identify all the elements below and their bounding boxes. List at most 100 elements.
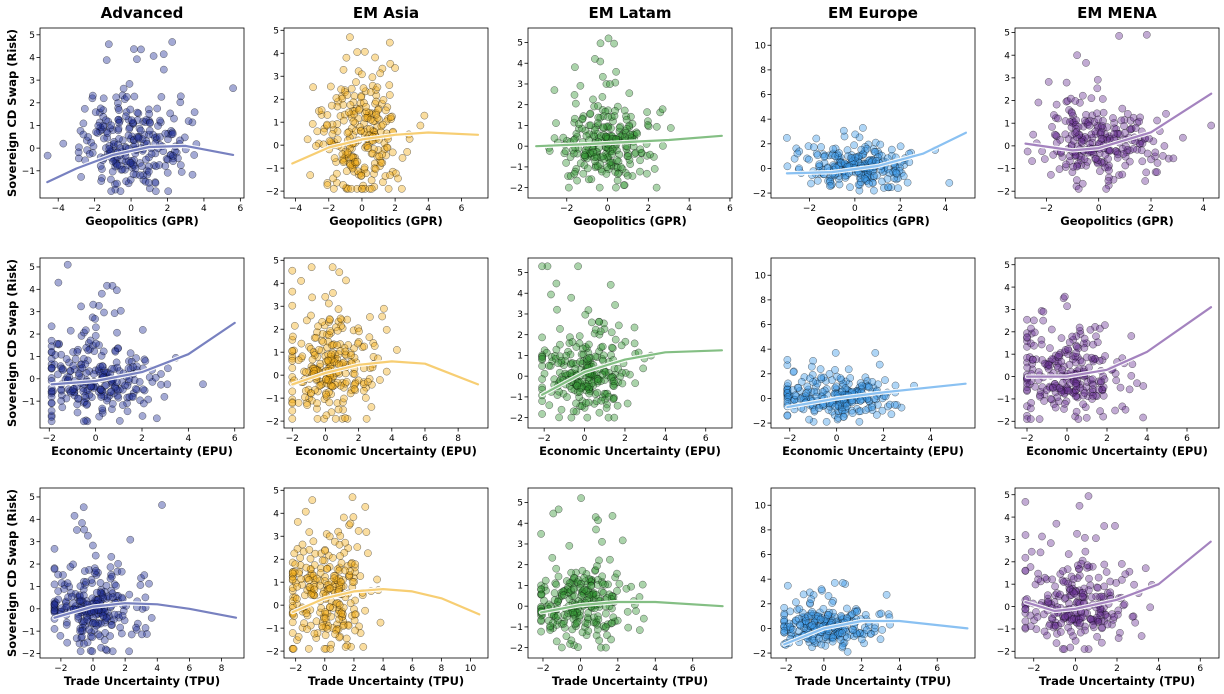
scatter-point — [163, 380, 172, 389]
scatter-point — [582, 344, 591, 353]
scatter-point — [1064, 550, 1073, 558]
scatter-point — [133, 108, 142, 117]
scatter-point — [555, 413, 563, 422]
x-tick-label: 0 — [578, 664, 584, 674]
scatter-point — [564, 172, 572, 180]
y-tick-label: −2 — [510, 414, 523, 424]
scatter-point — [1062, 78, 1071, 87]
scatter-point — [362, 528, 371, 536]
scatter-point — [1068, 109, 1076, 118]
scatter-point — [129, 363, 137, 371]
scatter-point — [330, 154, 339, 162]
scatter-point — [622, 115, 631, 124]
scatter-point — [360, 98, 368, 107]
scatter-point — [1098, 623, 1107, 632]
y-tick-label: 2 — [29, 560, 35, 570]
scatter-point — [73, 526, 81, 534]
scatter-point — [1110, 613, 1118, 621]
scatter-point — [308, 355, 317, 364]
scatter-point — [1110, 119, 1118, 127]
scatter-point — [180, 133, 189, 142]
x-tick-label: 4 — [201, 204, 207, 214]
scatter-point — [1078, 91, 1087, 100]
scatter-point — [599, 580, 607, 588]
scatter-point — [1039, 316, 1048, 325]
scatter-point — [311, 549, 320, 558]
scatter-point — [110, 309, 119, 318]
scatter-point — [582, 399, 590, 407]
scatter-point — [126, 105, 135, 114]
y-tick-label: −2 — [510, 184, 523, 194]
scatter-point — [327, 350, 335, 359]
scatter-point — [554, 359, 563, 368]
y-tick-label: 3 — [273, 72, 279, 82]
scatter-point — [1044, 597, 1052, 606]
scatter-point — [91, 108, 100, 117]
scatter-point — [118, 378, 127, 387]
scatter-point — [591, 163, 600, 172]
scatter-point — [807, 362, 816, 371]
scatter-point — [359, 643, 368, 651]
scatter-point — [570, 118, 579, 127]
panel-2-3: −2 0 2 4 6 −2 0 2 4 6 8 10 Trade Uncertainty (TPU) — [753, 487, 976, 688]
scatter-point — [379, 178, 387, 187]
panel-1-1: −2 0 2 4 6 8 −2 −1 0 1 2 3 4 5 Economic Uncertainty (E… — [266, 256, 489, 458]
scatter-point — [590, 153, 599, 162]
scatter-point — [94, 121, 103, 130]
scatter-point — [598, 152, 607, 161]
scatter-point — [834, 151, 843, 160]
scatter-point — [1164, 154, 1173, 163]
y-tick-label: 1 — [29, 353, 35, 363]
panel-1-2: −2 0 2 4 6 −2 −1 0 1 2 3 4 5 Economic Uncertainty (EP… — [510, 257, 733, 458]
scatter-point — [50, 544, 59, 553]
x-tick-label: 6 — [690, 664, 696, 674]
scatter-point — [1052, 100, 1061, 109]
scatter-point — [129, 170, 138, 179]
scatter-points — [1023, 30, 1216, 193]
scatter-point — [903, 178, 912, 187]
scatter-point — [598, 572, 607, 581]
scatter-point — [831, 349, 840, 357]
scatter-point — [133, 133, 142, 141]
scatter-point — [870, 147, 879, 156]
scatter-point — [592, 525, 600, 534]
scatter-point — [140, 571, 149, 579]
scatter-point — [874, 153, 882, 162]
scatter-point — [1128, 612, 1137, 621]
scatter-point — [107, 187, 116, 196]
panel-0-0: Advanced −4 −2 0 2 4 6 −1 0 1 2 3 4 5 Geopolitics (GPR… — [5, 4, 245, 228]
scatter-point — [383, 143, 392, 152]
scatter-point — [848, 409, 857, 417]
scatter-point — [1096, 407, 1104, 415]
scatter-point — [822, 417, 831, 426]
scatter-point — [1102, 185, 1111, 193]
scatter-point — [870, 186, 878, 195]
scatter-point — [125, 125, 134, 133]
scatter-point — [604, 368, 613, 377]
scatter-point — [385, 91, 394, 99]
scatter-point — [602, 643, 610, 652]
scatter-point — [816, 365, 825, 373]
scatter-point — [190, 108, 199, 117]
scatter-point — [614, 321, 623, 330]
x-tick-label: 0 — [322, 664, 328, 674]
scatter-point — [876, 140, 885, 149]
scatter-point — [382, 325, 391, 334]
x-tick-label: 0 — [834, 434, 840, 444]
scatter-point — [887, 410, 896, 419]
scatter-point — [598, 93, 607, 101]
scatter-point — [416, 121, 425, 130]
scatter-point — [831, 152, 840, 161]
scatter-point — [1089, 391, 1097, 400]
scatter-point — [365, 333, 374, 342]
y-tick-label: 2 — [1004, 558, 1010, 568]
scatter-point — [375, 152, 384, 161]
scatter-point — [1119, 150, 1128, 158]
scatter-point — [289, 332, 297, 341]
scatter-point — [353, 157, 362, 166]
scatter-point — [108, 647, 117, 656]
scatter-point — [315, 345, 323, 354]
y-tick-label: 4 — [29, 54, 35, 64]
scatter-point — [351, 386, 360, 395]
scatter-point — [339, 65, 348, 74]
